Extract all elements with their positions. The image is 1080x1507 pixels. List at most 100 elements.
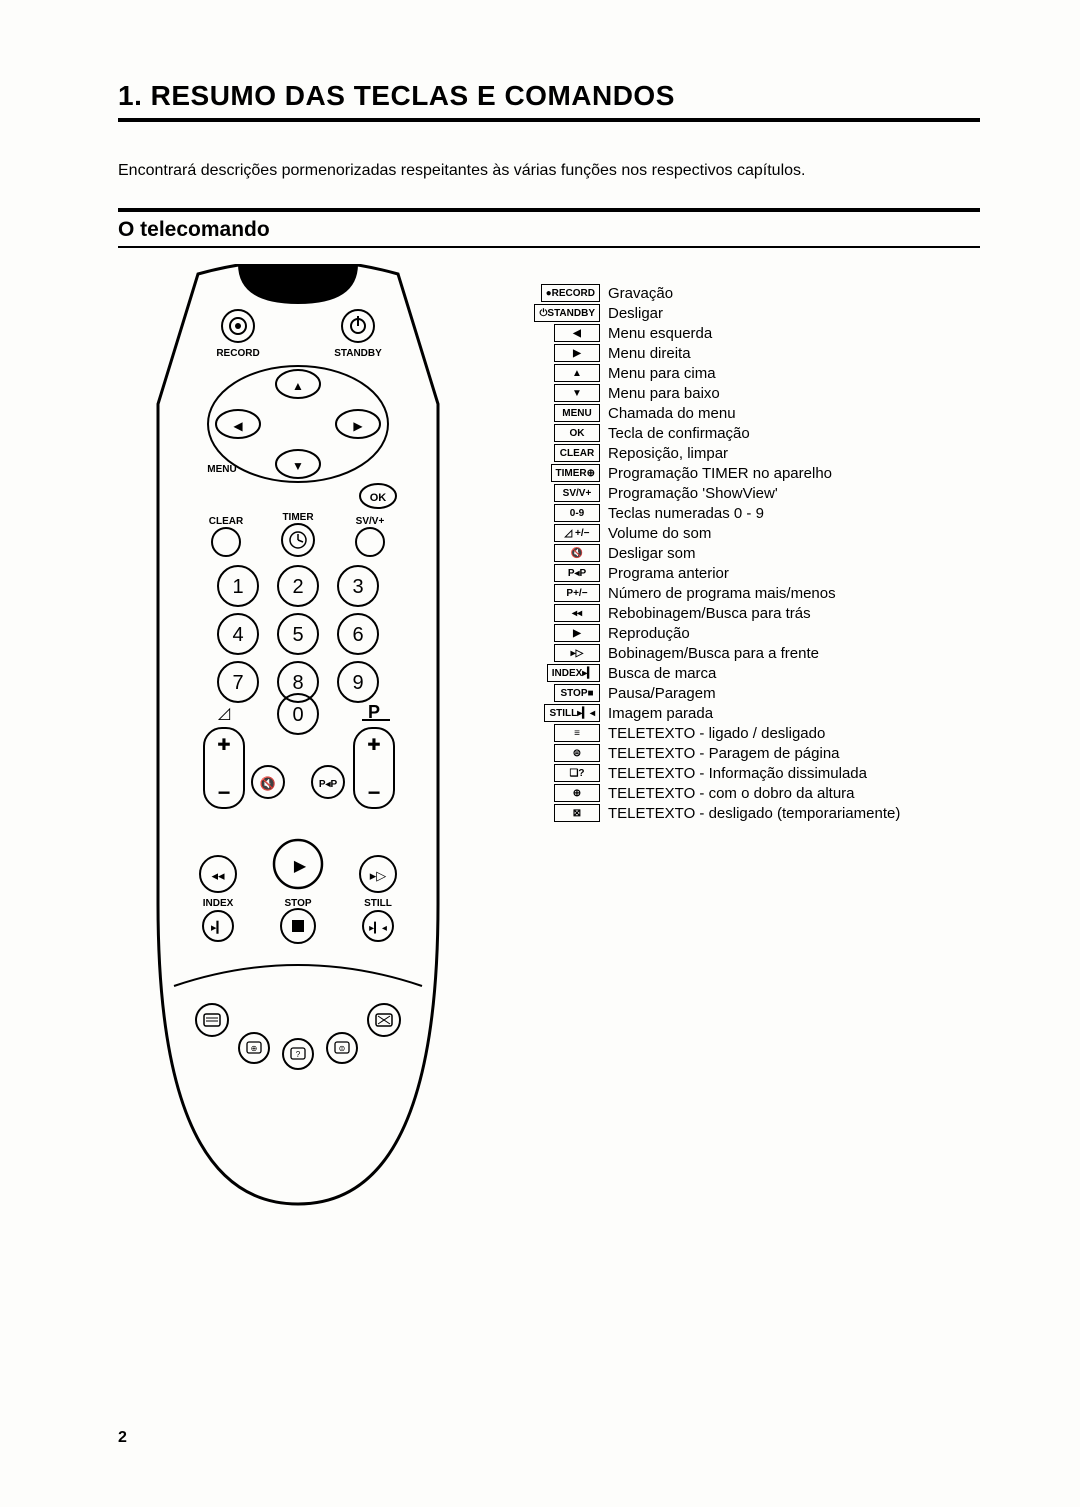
legend-key: MENU bbox=[554, 404, 600, 422]
legend-key: ◂◂ bbox=[554, 604, 600, 622]
svg-text:▸▷: ▸▷ bbox=[370, 868, 387, 883]
section-rule-top bbox=[118, 208, 980, 212]
legend-row: STILL▸▎◂ Imagem parada bbox=[508, 704, 980, 722]
legend-key: ▸▷ bbox=[554, 644, 600, 662]
legend-row: ▶Menu direita bbox=[508, 344, 980, 362]
legend-key: INDEX▸▎ bbox=[547, 664, 600, 682]
legend-row: 🔇 Desligar som bbox=[508, 544, 980, 562]
legend-row: TIMER⊕Programação TIMER no aparelho bbox=[508, 464, 980, 482]
legend-key: ⏻STANDBY bbox=[534, 304, 600, 322]
svg-text:P◂P: P◂P bbox=[319, 779, 338, 790]
legend-text: Tecla de confirmação bbox=[608, 425, 750, 442]
legend-text: TELETEXTO - Informação dissimulada bbox=[608, 765, 867, 782]
svg-text:2: 2 bbox=[292, 576, 303, 598]
svg-text:⊜: ⊜ bbox=[339, 1044, 346, 1053]
svg-text:0: 0 bbox=[292, 704, 303, 726]
svg-text:⊕: ⊕ bbox=[251, 1044, 258, 1053]
legend-key: CLEAR bbox=[554, 444, 600, 462]
legend-text: Menu direita bbox=[608, 345, 691, 362]
legend-text: Chamada do menu bbox=[608, 405, 736, 422]
legend-key: ▶ bbox=[554, 624, 600, 642]
legend-text: Teclas numeradas 0 - 9 bbox=[608, 505, 764, 522]
legend-row: ◂◂ Rebobinagem/Busca para trás bbox=[508, 604, 980, 622]
legend-key: 0-9 bbox=[554, 504, 600, 522]
legend-text: Busca de marca bbox=[608, 665, 716, 682]
svg-text:✚: ✚ bbox=[367, 737, 380, 754]
index-label: INDEX bbox=[203, 898, 234, 909]
legend-row: ⊜TELETEXTO - Paragem de página bbox=[508, 744, 980, 762]
svg-text:−: − bbox=[218, 780, 231, 805]
svg-text:◂◂: ◂◂ bbox=[211, 868, 225, 883]
legend-row: ◿ +/−Volume do som bbox=[508, 524, 980, 542]
svg-text:▲: ▲ bbox=[292, 379, 304, 393]
legend-key: ≡ bbox=[554, 724, 600, 742]
svg-text:✚: ✚ bbox=[217, 737, 230, 754]
legend-key: ●RECORD bbox=[541, 284, 600, 302]
stop-label: STOP bbox=[284, 898, 311, 909]
legend-key: OK bbox=[554, 424, 600, 442]
standby-label: STANDBY bbox=[334, 348, 382, 359]
page-title: 1. RESUMO DAS TECLAS E COMANDOS bbox=[118, 80, 980, 112]
legend-key: STOP■ bbox=[554, 684, 600, 702]
legend-key: SV/V+ bbox=[554, 484, 600, 502]
legend-text: Volume do som bbox=[608, 525, 711, 542]
legend-key: STILL▸▎◂ bbox=[544, 704, 600, 722]
legend-text: Imagem parada bbox=[608, 705, 713, 722]
svg-text:▸▎◂: ▸▎◂ bbox=[369, 921, 387, 934]
legend-key: ⊠ bbox=[554, 804, 600, 822]
page-number: 2 bbox=[118, 1429, 127, 1447]
legend-key: ❏? bbox=[554, 764, 600, 782]
svg-text:▼: ▼ bbox=[292, 459, 304, 473]
legend-row: MENU Chamada do menu bbox=[508, 404, 980, 422]
legend-row: ▼Menu para baixo bbox=[508, 384, 980, 402]
svv-label: SV/V+ bbox=[356, 516, 385, 527]
legend-row: ❏? TELETEXTO - Informação dissimulada bbox=[508, 764, 980, 782]
ok-label: OK bbox=[370, 492, 387, 504]
legend-row: ⏻STANDBY Desligar bbox=[508, 304, 980, 322]
svg-text:🔇: 🔇 bbox=[260, 776, 276, 791]
legend-row: ◀Menu esquerda bbox=[508, 324, 980, 342]
legend-text: Número de programa mais/menos bbox=[608, 585, 836, 602]
volume-icon: ◿ bbox=[218, 705, 231, 722]
legend-key: P◂P bbox=[554, 564, 600, 582]
legend-row: ⊕ TELETEXTO - com o dobro da altura bbox=[508, 784, 980, 802]
legend-row: ≡ TELETEXTO - ligado / desligado bbox=[508, 724, 980, 742]
legend-text: Menu para cima bbox=[608, 365, 716, 382]
legend-row: P+/− Número de programa mais/menos bbox=[508, 584, 980, 602]
legend-text: Menu para baixo bbox=[608, 385, 720, 402]
legend-row: STOP■ Pausa/Paragem bbox=[508, 684, 980, 702]
legend-row: 0-9 Teclas numeradas 0 - 9 bbox=[508, 504, 980, 522]
legend-key: 🔇 bbox=[554, 544, 600, 562]
timer-label: TIMER bbox=[282, 512, 314, 523]
svg-text:5: 5 bbox=[292, 624, 303, 646]
legend-text: Bobinagem/Busca para a frente bbox=[608, 645, 819, 662]
remote-diagram: RECORD STANDBY ▲ ▼ ◀ ▶ M bbox=[118, 264, 478, 1214]
legend-row: INDEX▸▎ Busca de marca bbox=[508, 664, 980, 682]
legend-text: TELETEXTO - com o dobro da altura bbox=[608, 785, 855, 802]
legend-row: P◂P Programa anterior bbox=[508, 564, 980, 582]
legend-text: Desligar som bbox=[608, 545, 696, 562]
svg-text:?: ? bbox=[296, 1050, 301, 1059]
svg-text:4: 4 bbox=[232, 624, 243, 646]
svg-text:◀: ◀ bbox=[233, 419, 243, 433]
legend-key: P+/− bbox=[554, 584, 600, 602]
legend-text: Reprodução bbox=[608, 625, 690, 642]
legend-row: SV/V+Programação 'ShowView' bbox=[508, 484, 980, 502]
legend-key: ⊕ bbox=[554, 784, 600, 802]
legend-row: ▶ Reprodução bbox=[508, 624, 980, 642]
legend-text: Desligar bbox=[608, 305, 663, 322]
legend-text: Programa anterior bbox=[608, 565, 729, 582]
legend-key: ⊜ bbox=[554, 744, 600, 762]
legend-row: ●RECORD Gravação bbox=[508, 284, 980, 302]
svg-text:3: 3 bbox=[352, 576, 363, 598]
legend-text: Rebobinagem/Busca para trás bbox=[608, 605, 811, 622]
still-label: STILL bbox=[364, 898, 392, 909]
legend-row: OK Tecla de confirmação bbox=[508, 424, 980, 442]
legend-text: Programação TIMER no aparelho bbox=[608, 465, 832, 482]
svg-text:−: − bbox=[368, 780, 381, 805]
legend-text: Gravação bbox=[608, 285, 673, 302]
legend-text: Pausa/Paragem bbox=[608, 685, 716, 702]
legend-text: TELETEXTO - desligado (temporariamente) bbox=[608, 805, 900, 822]
legend-text: TELETEXTO - ligado / desligado bbox=[608, 725, 825, 742]
legend-row: ⊠ TELETEXTO - desligado (temporariamente) bbox=[508, 804, 980, 822]
